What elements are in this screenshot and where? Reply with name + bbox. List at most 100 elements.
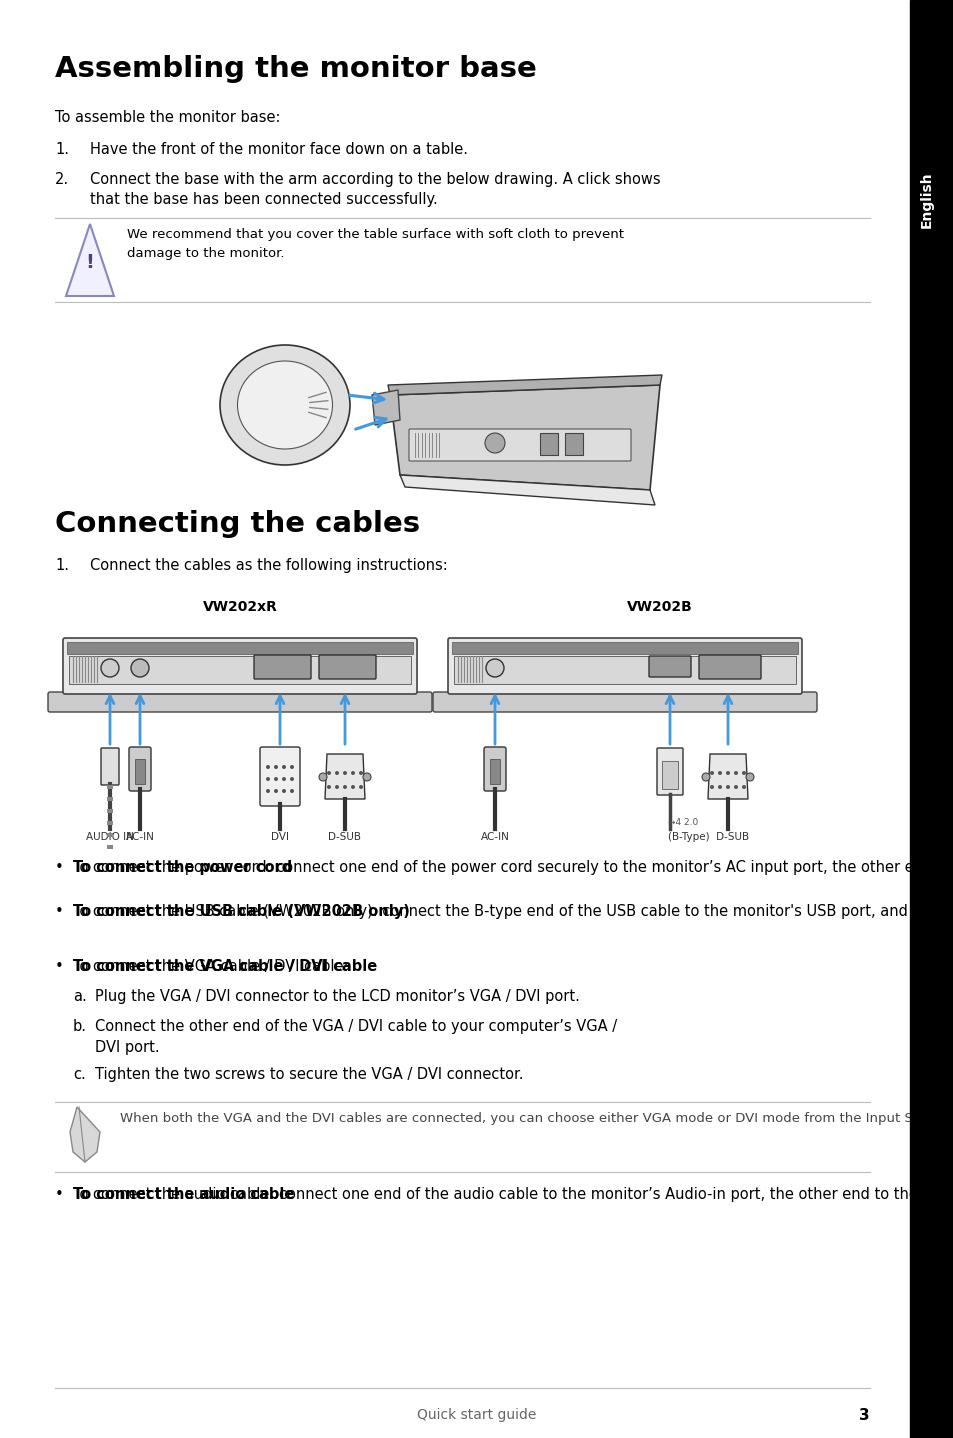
Text: 1.: 1. bbox=[55, 142, 69, 157]
Bar bbox=[69, 656, 411, 684]
Circle shape bbox=[318, 774, 327, 781]
Text: To connect the power cord: To connect the power cord bbox=[73, 860, 292, 874]
Polygon shape bbox=[372, 390, 399, 426]
Polygon shape bbox=[70, 1107, 100, 1162]
Circle shape bbox=[282, 789, 286, 792]
Bar bbox=[107, 821, 112, 825]
Circle shape bbox=[282, 777, 286, 781]
Text: (B-Type)  D-SUB: (B-Type) D-SUB bbox=[667, 833, 748, 843]
Text: To connect the VGA cable / DVI cable: To connect the VGA cable / DVI cable bbox=[73, 959, 376, 974]
Text: 3: 3 bbox=[859, 1408, 869, 1424]
Text: Plug the VGA / DVI connector to the LCD monitor’s VGA / DVI port.: Plug the VGA / DVI connector to the LCD … bbox=[95, 989, 579, 1004]
FancyBboxPatch shape bbox=[101, 748, 119, 785]
Text: a.: a. bbox=[73, 989, 87, 1004]
Polygon shape bbox=[325, 754, 365, 800]
FancyBboxPatch shape bbox=[657, 748, 682, 795]
Circle shape bbox=[484, 433, 504, 453]
Text: •: • bbox=[55, 905, 64, 919]
Circle shape bbox=[733, 771, 738, 775]
Bar bbox=[107, 810, 112, 812]
Text: To connect the audio cable: connect one end of the audio cable to the monitor’s : To connect the audio cable: connect one … bbox=[73, 1186, 953, 1202]
Ellipse shape bbox=[220, 345, 350, 464]
Text: •: • bbox=[55, 860, 64, 874]
Circle shape bbox=[358, 785, 363, 789]
FancyBboxPatch shape bbox=[129, 746, 151, 791]
Bar bbox=[539, 433, 558, 454]
Circle shape bbox=[282, 765, 286, 769]
Text: To connect the VGA cable / DVI cable:: To connect the VGA cable / DVI cable: bbox=[73, 959, 348, 974]
FancyBboxPatch shape bbox=[253, 654, 311, 679]
Bar bbox=[452, 641, 797, 654]
Bar bbox=[490, 759, 499, 784]
Text: Assembling the monitor base: Assembling the monitor base bbox=[55, 55, 537, 83]
Text: •: • bbox=[55, 1186, 64, 1202]
Circle shape bbox=[709, 771, 713, 775]
Bar bbox=[67, 641, 413, 654]
Circle shape bbox=[358, 771, 363, 775]
Circle shape bbox=[266, 789, 270, 792]
Text: Connect the cables as the following instructions:: Connect the cables as the following inst… bbox=[90, 558, 447, 572]
Text: →4 2.0: →4 2.0 bbox=[667, 818, 698, 827]
Text: When both the VGA and the DVI cables are connected, you can choose either VGA mo: When both the VGA and the DVI cables are… bbox=[120, 1112, 953, 1125]
Bar bbox=[909, 0, 953, 1438]
Text: AUDIO IN: AUDIO IN bbox=[86, 833, 133, 843]
Text: We recommend that you cover the table surface with soft cloth to prevent
damage : We recommend that you cover the table su… bbox=[127, 229, 623, 260]
Text: VW202B: VW202B bbox=[626, 600, 692, 614]
FancyBboxPatch shape bbox=[448, 638, 801, 695]
Circle shape bbox=[131, 659, 149, 677]
Circle shape bbox=[266, 777, 270, 781]
FancyBboxPatch shape bbox=[63, 638, 416, 695]
Circle shape bbox=[266, 765, 270, 769]
Text: b.: b. bbox=[73, 1020, 87, 1034]
Ellipse shape bbox=[237, 361, 333, 449]
Bar bbox=[107, 797, 112, 801]
Circle shape bbox=[709, 785, 713, 789]
Text: 1.: 1. bbox=[55, 558, 69, 572]
Circle shape bbox=[274, 765, 277, 769]
Text: c.: c. bbox=[73, 1067, 86, 1081]
Circle shape bbox=[741, 785, 745, 789]
Text: •: • bbox=[55, 959, 64, 974]
Text: To connect the USB cable (VW202B only): To connect the USB cable (VW202B only) bbox=[73, 905, 410, 919]
Circle shape bbox=[274, 777, 277, 781]
Bar bbox=[107, 846, 112, 848]
Bar bbox=[564, 433, 582, 454]
FancyBboxPatch shape bbox=[648, 656, 690, 677]
FancyBboxPatch shape bbox=[318, 654, 375, 679]
FancyBboxPatch shape bbox=[260, 746, 299, 807]
Bar bbox=[107, 785, 112, 789]
Text: DVI: DVI bbox=[271, 833, 289, 843]
Polygon shape bbox=[399, 475, 655, 505]
Text: To connect the audio cable: To connect the audio cable bbox=[73, 1186, 294, 1202]
Circle shape bbox=[485, 659, 503, 677]
FancyBboxPatch shape bbox=[699, 654, 760, 679]
Text: D-SUB: D-SUB bbox=[328, 833, 361, 843]
Text: English: English bbox=[919, 171, 933, 229]
FancyBboxPatch shape bbox=[483, 746, 505, 791]
Circle shape bbox=[351, 785, 355, 789]
Circle shape bbox=[335, 785, 338, 789]
FancyBboxPatch shape bbox=[48, 692, 432, 712]
Text: !: ! bbox=[86, 253, 94, 272]
Polygon shape bbox=[707, 754, 747, 800]
Circle shape bbox=[718, 785, 721, 789]
Text: Connect the base with the arm according to the below drawing. A click shows: Connect the base with the arm according … bbox=[90, 173, 659, 187]
Text: VW202xR: VW202xR bbox=[202, 600, 277, 614]
Circle shape bbox=[343, 771, 347, 775]
Text: Have the front of the monitor face down on a table.: Have the front of the monitor face down … bbox=[90, 142, 468, 157]
Circle shape bbox=[718, 771, 721, 775]
Text: Connecting the cables: Connecting the cables bbox=[55, 510, 419, 538]
Circle shape bbox=[290, 777, 294, 781]
Circle shape bbox=[101, 659, 119, 677]
Circle shape bbox=[290, 765, 294, 769]
Text: To connect the USB cable (VW202B only): connect the B-type end of the USB cable : To connect the USB cable (VW202B only): … bbox=[73, 905, 953, 919]
Circle shape bbox=[701, 774, 709, 781]
Text: AC-IN: AC-IN bbox=[480, 833, 509, 843]
Text: 2.: 2. bbox=[55, 173, 69, 187]
Circle shape bbox=[351, 771, 355, 775]
Circle shape bbox=[335, 771, 338, 775]
Circle shape bbox=[327, 785, 331, 789]
Polygon shape bbox=[66, 224, 113, 296]
Bar bbox=[135, 759, 145, 784]
Circle shape bbox=[725, 771, 729, 775]
